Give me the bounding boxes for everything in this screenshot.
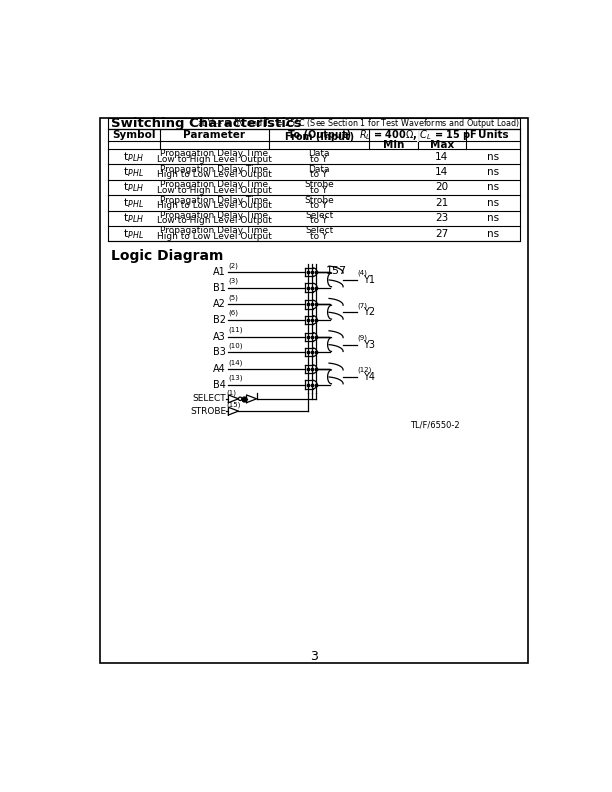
Text: t$_{PHL}$: t$_{PHL}$ xyxy=(124,166,144,179)
Text: Data: Data xyxy=(308,165,330,174)
Text: Max: Max xyxy=(430,140,454,150)
Text: Select: Select xyxy=(305,227,333,235)
Text: (4): (4) xyxy=(358,270,368,276)
Text: Propagation Delay Time: Propagation Delay Time xyxy=(160,211,269,220)
Text: ns: ns xyxy=(487,182,499,192)
Text: ns: ns xyxy=(487,213,499,223)
Circle shape xyxy=(239,397,242,401)
Text: Strobe: Strobe xyxy=(304,196,334,204)
Text: t$_{PLH}$: t$_{PLH}$ xyxy=(123,211,144,225)
Text: t$_{PLH}$: t$_{PLH}$ xyxy=(123,150,144,163)
Bar xyxy=(108,118,520,129)
Text: to Y: to Y xyxy=(310,232,328,241)
Text: Units: Units xyxy=(478,130,509,140)
Text: (10): (10) xyxy=(228,342,243,348)
Text: t$_{PHL}$: t$_{PHL}$ xyxy=(124,227,144,241)
Text: Select: Select xyxy=(305,211,333,220)
Text: Y1: Y1 xyxy=(364,275,375,285)
Text: Propagation Delay Time: Propagation Delay Time xyxy=(160,181,269,189)
Text: A4: A4 xyxy=(214,364,226,374)
Text: B4: B4 xyxy=(213,379,226,390)
Text: ns: ns xyxy=(487,167,499,177)
Text: B1: B1 xyxy=(213,283,226,292)
Text: Propagation Delay Time: Propagation Delay Time xyxy=(160,227,269,235)
Text: From (Input): From (Input) xyxy=(285,132,354,142)
Text: Logic Diagram: Logic Diagram xyxy=(111,249,224,263)
Text: Propagation Delay Time: Propagation Delay Time xyxy=(160,165,269,174)
Text: to Y: to Y xyxy=(310,154,328,164)
Text: (9): (9) xyxy=(358,334,368,341)
Text: TL/F/6550-2: TL/F/6550-2 xyxy=(410,421,460,429)
Text: (2): (2) xyxy=(228,262,238,268)
Text: Parameter: Parameter xyxy=(184,130,245,140)
Text: Strobe: Strobe xyxy=(304,181,334,189)
Text: Y3: Y3 xyxy=(364,340,375,349)
Text: ns: ns xyxy=(487,151,499,162)
Text: A1: A1 xyxy=(214,267,226,277)
Text: (3): (3) xyxy=(228,277,239,284)
Text: SELECT: SELECT xyxy=(192,394,226,403)
Text: (12): (12) xyxy=(358,367,372,373)
Bar xyxy=(100,118,528,663)
Text: (7): (7) xyxy=(358,303,368,309)
Text: (1): (1) xyxy=(227,389,237,396)
Text: to Y: to Y xyxy=(310,216,328,226)
Text: (11): (11) xyxy=(228,327,243,333)
Text: Y4: Y4 xyxy=(364,372,375,382)
Text: 3: 3 xyxy=(310,650,318,663)
Text: A3: A3 xyxy=(214,332,226,342)
Text: High to Low Level Output: High to Low Level Output xyxy=(157,232,272,241)
Text: (15): (15) xyxy=(227,402,241,408)
Text: 20: 20 xyxy=(435,182,449,192)
Text: 21: 21 xyxy=(435,198,449,208)
Text: t$_{PHL}$: t$_{PHL}$ xyxy=(124,196,144,210)
Text: Low to High Level Output: Low to High Level Output xyxy=(157,216,272,226)
Text: to Y: to Y xyxy=(310,201,328,210)
Text: Low to High Level Output: Low to High Level Output xyxy=(157,154,272,164)
Text: To (Output): To (Output) xyxy=(288,130,351,139)
Text: (6): (6) xyxy=(228,310,239,317)
Text: STROBE: STROBE xyxy=(190,406,226,416)
Text: ns: ns xyxy=(487,198,499,208)
Text: High to Low Level Output: High to Low Level Output xyxy=(157,201,272,210)
Text: A2: A2 xyxy=(213,299,226,310)
Text: Symbol: Symbol xyxy=(112,130,155,140)
Text: Propagation Delay Time: Propagation Delay Time xyxy=(160,196,269,204)
Text: (5): (5) xyxy=(228,295,238,301)
Text: $R_L$ = 400$\Omega$, $C_L$ = 15 pF: $R_L$ = 400$\Omega$, $C_L$ = 15 pF xyxy=(359,128,477,142)
Text: 23: 23 xyxy=(435,213,449,223)
Text: (13): (13) xyxy=(228,375,243,381)
Text: Data: Data xyxy=(308,150,330,158)
Text: Y2: Y2 xyxy=(364,307,375,317)
Text: B3: B3 xyxy=(213,347,226,357)
Bar xyxy=(108,129,520,242)
Text: t$_{PLH}$: t$_{PLH}$ xyxy=(123,181,144,194)
Text: Propagation Delay Time: Propagation Delay Time xyxy=(160,150,269,158)
Text: to Y: to Y xyxy=(310,170,328,179)
Text: 14: 14 xyxy=(435,151,449,162)
Text: Min: Min xyxy=(382,140,404,150)
Text: to Y: to Y xyxy=(310,185,328,195)
Text: Low to High Level Output: Low to High Level Output xyxy=(157,185,272,195)
Text: High to Low Level Output: High to Low Level Output xyxy=(157,170,272,179)
Text: 14: 14 xyxy=(435,167,449,177)
Text: 157: 157 xyxy=(326,266,346,276)
Text: at V$_{CC}$ = 5V and T$_A$ = 25°C (See Section 1 for Test Waveforms and Output L: at V$_{CC}$ = 5V and T$_A$ = 25°C (See S… xyxy=(196,117,520,131)
Text: ns: ns xyxy=(487,229,499,238)
Text: 27: 27 xyxy=(435,229,449,238)
Text: Switching Characteristics: Switching Characteristics xyxy=(111,117,302,130)
Text: (14): (14) xyxy=(228,360,243,366)
Text: B2: B2 xyxy=(213,315,226,325)
